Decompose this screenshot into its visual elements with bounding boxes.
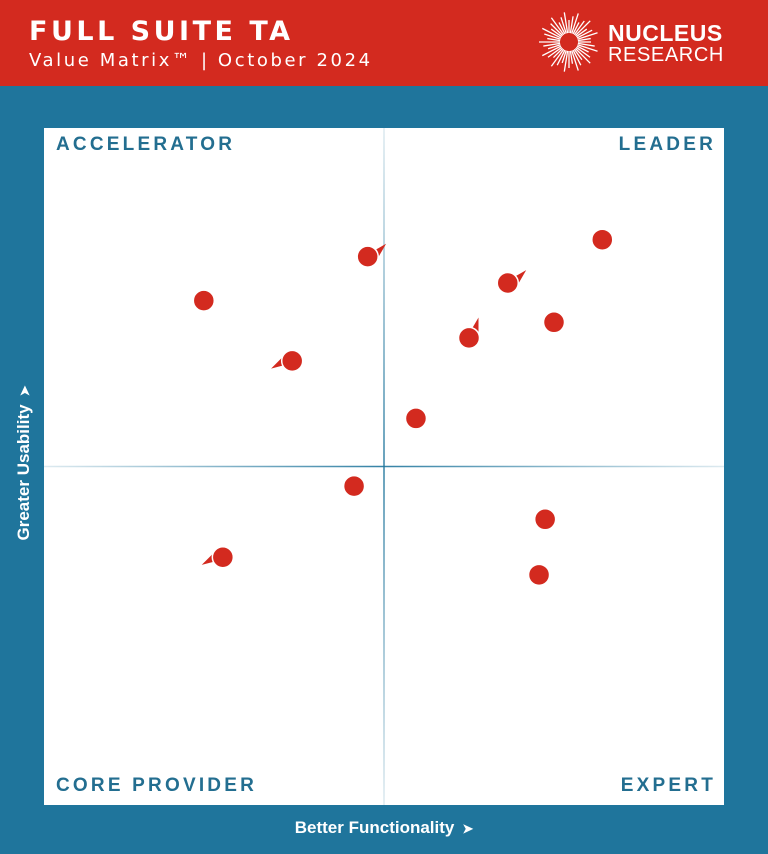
vendor-point-10[interactable] <box>201 545 235 569</box>
value-matrix: ACCELERATOR LEADER CORE PROVIDER EXPERT <box>44 128 724 805</box>
logo-line-1: NUCLEUS <box>608 20 723 46</box>
vendor-point-6[interactable] <box>457 317 481 350</box>
vendor-point-12[interactable] <box>527 563 551 587</box>
nucleus-logo-text: NUCLEUS RESEARCH <box>608 20 724 67</box>
scatter-plot <box>44 128 724 805</box>
vendor-marker <box>591 228 614 251</box>
vendor-marker <box>404 407 428 430</box>
x-axis-label: Better Functionality <box>294 818 455 837</box>
vendor-marker <box>457 326 481 350</box>
vendor-point-5[interactable] <box>496 270 527 295</box>
vendor-point-2[interactable] <box>192 289 216 312</box>
y-axis-title: Greater Usability ➤ <box>14 386 34 541</box>
vendor-marker <box>342 474 366 498</box>
vendor-marker <box>542 311 566 334</box>
quadrant-label-core-provider: CORE PROVIDER <box>56 775 258 796</box>
nucleus-logo-icon <box>539 12 598 72</box>
x-axis-title: Better Functionality ➤ <box>0 818 768 838</box>
vendor-marker <box>533 508 557 531</box>
quadrant-label-leader: LEADER <box>618 134 716 155</box>
chart-title: FULL SUITE TA <box>29 16 294 47</box>
vendor-point-1[interactable] <box>356 243 387 268</box>
horizontal-divider <box>44 465 724 468</box>
vendor-marker <box>356 245 379 268</box>
vendor-point-4[interactable] <box>591 228 614 251</box>
vendor-marker <box>527 563 551 587</box>
chart-subtitle: Value Matrix™ | October 2024 <box>29 50 373 71</box>
vendor-point-11[interactable] <box>533 508 557 531</box>
y-axis-arrow-icon: ➤ <box>17 385 32 397</box>
vendor-point-9[interactable] <box>342 474 366 498</box>
vendor-point-3[interactable] <box>271 349 304 373</box>
header-banner: FULL SUITE TA Value Matrix™ | October 20… <box>0 0 768 86</box>
y-axis-label: Greater Usability <box>14 404 33 541</box>
quadrant-label-accelerator: ACCELERATOR <box>56 134 236 155</box>
logo-line-2: RESEARCH <box>608 44 724 66</box>
quadrant-label-expert: EXPERT <box>620 775 716 796</box>
vendor-point-8[interactable] <box>404 407 428 430</box>
vendor-marker <box>496 271 520 295</box>
vendor-marker <box>192 289 216 312</box>
vendor-marker <box>280 349 304 373</box>
vendor-marker <box>211 545 235 569</box>
vendor-point-7[interactable] <box>542 311 566 334</box>
x-axis-arrow-icon: ➤ <box>462 821 474 836</box>
